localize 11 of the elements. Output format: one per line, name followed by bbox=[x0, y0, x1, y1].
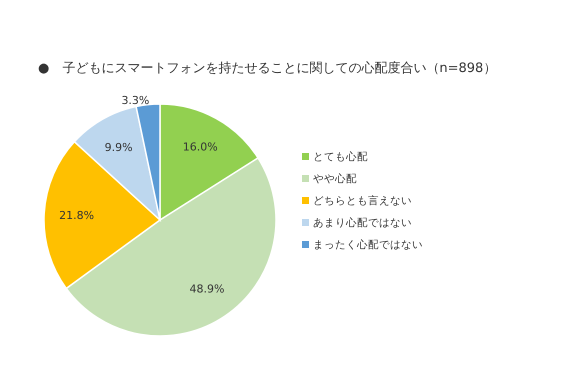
legend-label: まったく心配ではない bbox=[313, 238, 423, 251]
legend-label: どちらとも言えない bbox=[313, 194, 412, 207]
data-label: 3.3% bbox=[121, 94, 150, 107]
data-label: 48.9% bbox=[190, 282, 224, 296]
data-label: 16.0% bbox=[182, 140, 218, 154]
data-label: 21.8% bbox=[59, 208, 94, 222]
chart-title: ● 子どもにスマートフォンを持たせることに関しての心配度合い（n=898） bbox=[38, 60, 496, 76]
legend-label: やや心配 bbox=[313, 172, 357, 185]
legend-label: あまり心配ではない bbox=[313, 216, 412, 229]
data-label: 9.9% bbox=[104, 140, 133, 154]
legend-label: とても心配 bbox=[313, 150, 368, 163]
